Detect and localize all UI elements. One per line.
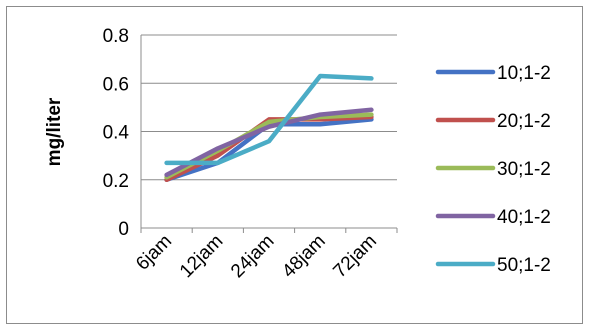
grid-lines — [141, 34, 397, 229]
series-line-4 — [164, 107, 374, 178]
legend-label: 50;1-2 — [497, 255, 551, 276]
y-axis-label: mg/liter — [44, 97, 65, 166]
y-tick-label: 0.4 — [103, 123, 130, 144]
x-tick-label: 48jam — [278, 231, 329, 282]
legend-label: 40;1-2 — [497, 207, 551, 228]
legend: 10;1-2 20;1-2 30;1-2 40;1-2 50;1-2 — [435, 63, 551, 276]
x-tick-label: 24jam — [227, 231, 278, 282]
y-tick-label: 0 — [118, 219, 129, 240]
chart-frame — [6, 6, 583, 324]
y-tick-labels: 0 0.2 0.4 0.6 0.8 — [103, 26, 130, 240]
x-tick-labels: 6jam 12jam 24jam 48jam 72jam — [132, 231, 381, 282]
y-tick-label: 0.8 — [103, 26, 129, 47]
y-tick-label: 0.6 — [103, 74, 129, 95]
series-lines — [164, 73, 374, 183]
axes — [140, 35, 398, 233]
series-line-5 — [164, 73, 374, 166]
x-tick-label: 12jam — [176, 231, 227, 282]
y-tick-label: 0.2 — [103, 171, 129, 192]
legend-label: 30;1-2 — [497, 159, 551, 180]
legend-label: 20;1-2 — [497, 111, 551, 132]
x-tick-label: 6jam — [132, 231, 176, 275]
legend-label: 10;1-2 — [497, 63, 551, 84]
x-tick-label: 72jam — [329, 231, 380, 282]
